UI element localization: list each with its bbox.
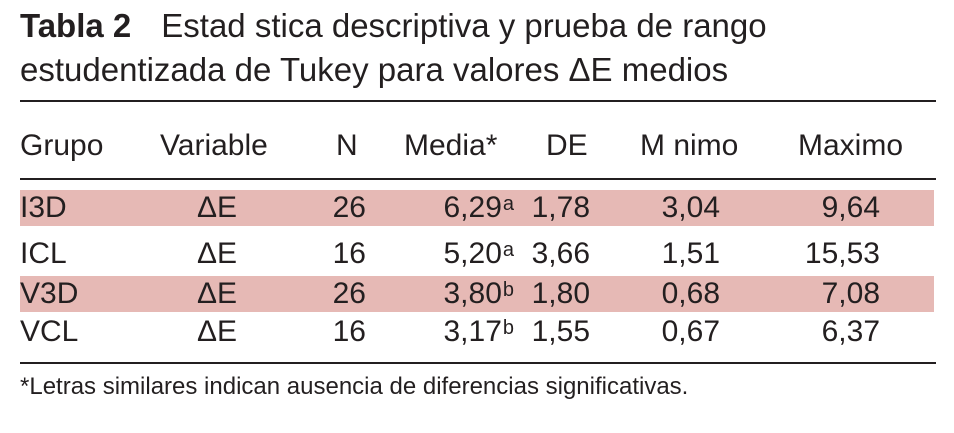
header-rule bbox=[20, 178, 936, 180]
cell-variable: ΔE bbox=[196, 277, 238, 310]
bottom-rule bbox=[20, 362, 936, 364]
cell-media-value: 5,20 bbox=[443, 237, 502, 270]
table-header-row: Grupo Variable N Media* DE M nimo Maximo bbox=[0, 124, 954, 168]
cell-maximo: 7,08 bbox=[821, 277, 880, 310]
title-text-line-1: Estad stica descriptiva y prueba de rang… bbox=[161, 7, 767, 44]
cell-media-superscript: b bbox=[502, 279, 514, 301]
cell-media-superscript: a bbox=[502, 239, 514, 261]
header-n: N bbox=[336, 129, 358, 162]
cell-de: 1,80 bbox=[531, 277, 590, 310]
cell-variable: ΔE bbox=[196, 191, 238, 224]
table-title: Tabla 2 Estad stica descriptiva y prueba … bbox=[20, 4, 940, 92]
header-variable: Variable bbox=[160, 129, 268, 162]
cell-media: 5,20a bbox=[396, 236, 514, 272]
cell-n: 26 bbox=[332, 277, 366, 310]
cell-maximo: 15,53 bbox=[804, 237, 880, 270]
cell-maximo: 6,37 bbox=[821, 315, 880, 348]
table-label: Tabla 2 bbox=[20, 7, 132, 44]
header-de: DE bbox=[546, 129, 588, 162]
title-line-1: Tabla 2 Estad stica descriptiva y prueba … bbox=[20, 4, 940, 48]
header-minimo: M nimo bbox=[640, 129, 739, 162]
header-media: Media* bbox=[404, 129, 498, 162]
header-maximo: Maximo bbox=[798, 129, 904, 162]
cell-minimo: 1,51 bbox=[661, 237, 720, 270]
cell-n: 26 bbox=[332, 191, 366, 224]
cell-grupo: VCL bbox=[20, 315, 79, 348]
cell-media: 6,29a bbox=[396, 190, 514, 226]
cell-maximo: 9,64 bbox=[821, 191, 880, 224]
cell-de: 3,66 bbox=[531, 237, 590, 270]
cell-media: 3,17b bbox=[396, 314, 514, 350]
title-text-line-2: estudentizada de Tukey para valores ΔE m… bbox=[20, 51, 729, 88]
cell-de: 1,78 bbox=[531, 191, 590, 224]
cell-minimo: 0,68 bbox=[661, 277, 720, 310]
top-rule bbox=[20, 100, 936, 102]
cell-media-value: 3,17 bbox=[443, 315, 502, 348]
table-row-icl: ICL ΔE 16 5,20a 3,66 1,51 15,53 bbox=[0, 236, 954, 272]
cell-media-value: 6,29 bbox=[443, 191, 502, 224]
cell-de: 1,55 bbox=[531, 315, 590, 348]
cell-minimo: 0,67 bbox=[661, 315, 720, 348]
table-row-v3d: V3D ΔE 26 3,80b 1,80 0,68 7,08 bbox=[20, 276, 934, 312]
cell-grupo: I3D bbox=[20, 191, 67, 224]
cell-grupo: ICL bbox=[20, 237, 67, 270]
cell-variable: ΔE bbox=[196, 315, 238, 348]
cell-media-value: 3,80 bbox=[443, 277, 502, 310]
table-row-i3d: I3D ΔE 26 6,29a 1,78 3,04 9,64 bbox=[20, 190, 934, 226]
cell-media-superscript: b bbox=[502, 317, 514, 339]
table-row-vcl: VCL ΔE 16 3,17b 1,55 0,67 6,37 bbox=[0, 314, 954, 350]
cell-media-superscript: a bbox=[502, 193, 514, 215]
cell-media: 3,80b bbox=[396, 276, 514, 312]
table-footnote: *Letras similares indican ausencia de di… bbox=[20, 373, 689, 400]
cell-n: 16 bbox=[332, 315, 366, 348]
cell-grupo: V3D bbox=[20, 277, 79, 310]
header-grupo: Grupo bbox=[20, 129, 104, 162]
cell-minimo: 3,04 bbox=[661, 191, 720, 224]
cell-variable: ΔE bbox=[196, 237, 238, 270]
cell-n: 16 bbox=[332, 237, 366, 270]
